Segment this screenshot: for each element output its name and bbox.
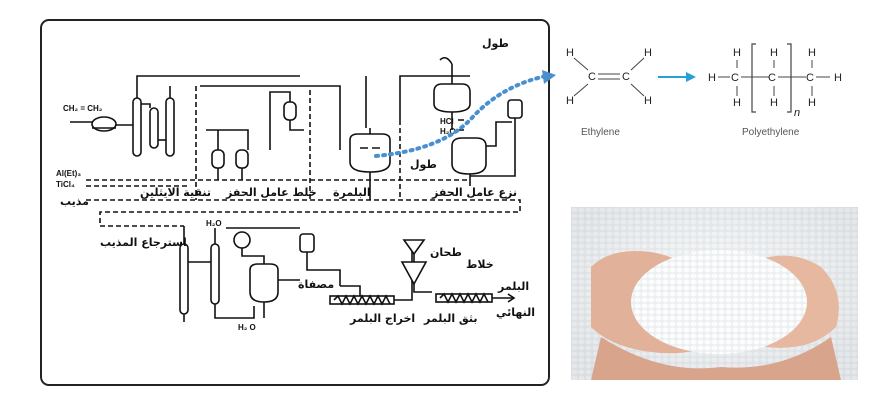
extraction-screw bbox=[329, 240, 413, 306]
svg-text:H: H bbox=[733, 97, 741, 109]
ethylene-purification-label: تنقية الايثلين bbox=[140, 186, 211, 199]
steam-stripper bbox=[226, 227, 300, 318]
svg-text:C: C bbox=[731, 72, 739, 84]
svg-text:H: H bbox=[770, 47, 778, 59]
ethylene-caption: Ethylene bbox=[581, 127, 620, 138]
svg-text:H: H bbox=[733, 47, 741, 59]
reaction-arrowhead bbox=[686, 72, 696, 82]
ethylene-feed-label: CH₂ = CH₂ bbox=[63, 104, 103, 113]
hcl-label: HCl bbox=[440, 117, 454, 126]
mill-label: طحان bbox=[430, 246, 462, 259]
svg-text:H: H bbox=[808, 97, 816, 109]
mixer-label: خلاط bbox=[466, 258, 494, 271]
filter-unit bbox=[278, 233, 341, 286]
polyethylene-caption: Polyethylene bbox=[742, 127, 800, 138]
catalyst-al-label: Al(Et)₃ bbox=[56, 169, 81, 178]
svg-text:H: H bbox=[644, 47, 652, 59]
svg-text:C: C bbox=[806, 72, 814, 84]
polymerization-reactor bbox=[349, 76, 391, 200]
svg-text:C: C bbox=[768, 72, 776, 84]
polymerization-label: البلمرة bbox=[333, 186, 371, 199]
catalyst-mixing-vessels bbox=[200, 85, 341, 180]
ethylene-structure: H H C C H H bbox=[566, 47, 652, 107]
water-1-label: H₂O bbox=[440, 127, 456, 136]
svg-text:C: C bbox=[622, 71, 630, 83]
catalyst-removal-label: نزع عامل الحفز bbox=[431, 186, 517, 199]
svg-text:H: H bbox=[770, 97, 778, 109]
purification-columns bbox=[116, 75, 300, 157]
solvent-line-3 bbox=[86, 199, 521, 226]
final-polymer-label-1: البلمر bbox=[497, 280, 529, 293]
catalyst-ti-label: TiCl₄ bbox=[56, 180, 75, 189]
polymer-extraction-label: اخراج البلمر bbox=[349, 312, 415, 326]
svg-text:H: H bbox=[708, 72, 716, 84]
catalyst-mixing-label: خلط عامل الحفز bbox=[225, 186, 317, 199]
water-3-label: H₂ O bbox=[238, 323, 256, 332]
ethylene-compressor bbox=[70, 116, 117, 132]
svg-text:H: H bbox=[644, 95, 652, 107]
svg-text:H: H bbox=[566, 95, 574, 107]
svg-text:C: C bbox=[588, 71, 596, 83]
polymer-extrusion-label: بثق البلمر bbox=[423, 312, 477, 325]
mill-and-mixer bbox=[400, 239, 432, 293]
svg-text:H: H bbox=[834, 72, 842, 84]
toluene-mid-label: طول bbox=[410, 158, 437, 171]
solvent-label: مذيب bbox=[60, 195, 89, 208]
dotted-link-arrow bbox=[374, 74, 548, 158]
svg-text:H: H bbox=[808, 47, 816, 59]
dotted-link-arrowhead bbox=[542, 70, 556, 84]
solvent-recovery-label: استرجاع المذيب bbox=[100, 236, 187, 249]
filter-label: مصفاة bbox=[298, 278, 334, 291]
water-2-label: H₂O bbox=[206, 219, 222, 228]
flowsheet-frame bbox=[40, 19, 550, 386]
svg-text:n: n bbox=[794, 107, 800, 119]
final-polymer-label-2: النهائي bbox=[496, 306, 535, 319]
catalyst-removal-vessels: HCl H₂O bbox=[399, 56, 523, 186]
solvent-recovery-columns bbox=[179, 226, 255, 322]
polyethylene-structure: H C H H C H H n C H H H bbox=[708, 43, 842, 119]
toluene-top-label: طول bbox=[482, 37, 509, 50]
extruder bbox=[435, 292, 516, 304]
polyethylene-pellets-photo bbox=[571, 207, 858, 380]
svg-text:H: H bbox=[566, 47, 574, 59]
